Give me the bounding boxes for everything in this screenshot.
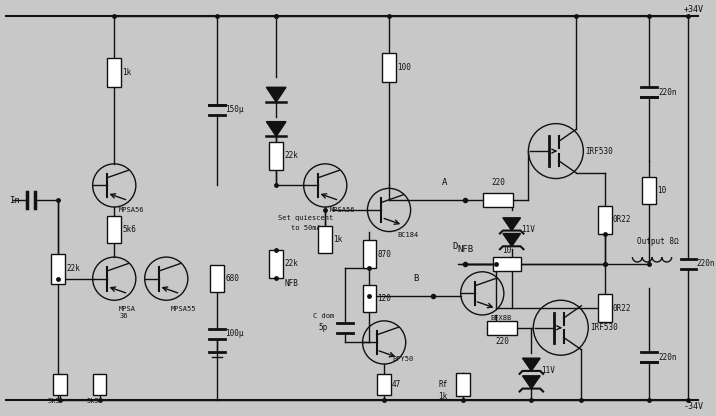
Text: D: D xyxy=(452,242,458,251)
Text: 120: 120 xyxy=(377,294,391,303)
Polygon shape xyxy=(503,233,521,246)
Text: NFB: NFB xyxy=(284,279,298,287)
Bar xyxy=(598,206,611,233)
Text: A: A xyxy=(442,178,448,187)
Bar xyxy=(487,321,517,334)
Text: Set quiescent: Set quiescent xyxy=(278,215,333,221)
Text: 0R22: 0R22 xyxy=(613,304,632,312)
Text: MPSA56: MPSA56 xyxy=(119,207,145,213)
Text: Output 8Ω: Output 8Ω xyxy=(637,237,679,246)
Text: BC184: BC184 xyxy=(397,232,418,238)
Bar xyxy=(493,257,521,271)
Polygon shape xyxy=(523,376,540,389)
Text: 10: 10 xyxy=(657,186,666,195)
Text: 10: 10 xyxy=(502,246,511,255)
Polygon shape xyxy=(503,218,521,230)
Bar xyxy=(52,254,65,284)
Bar xyxy=(483,193,513,207)
Bar xyxy=(642,177,656,204)
Text: 870: 870 xyxy=(377,250,391,259)
Text: 1k: 1k xyxy=(122,68,131,77)
Text: 220: 220 xyxy=(495,337,509,346)
Text: C dom: C dom xyxy=(313,313,334,319)
Text: 0R22: 0R22 xyxy=(613,215,632,224)
Text: 1k: 1k xyxy=(333,235,342,244)
Text: 5p: 5p xyxy=(319,323,328,332)
Bar xyxy=(377,374,391,396)
Text: B: B xyxy=(413,274,418,283)
Text: 5k6: 5k6 xyxy=(122,225,136,234)
Text: 100: 100 xyxy=(397,63,411,72)
Text: BFX8B: BFX8B xyxy=(490,315,511,321)
Text: MPSA
36: MPSA 36 xyxy=(119,306,136,319)
Text: to 50mA: to 50mA xyxy=(291,225,321,230)
Text: 220n: 220n xyxy=(659,353,677,362)
Bar xyxy=(362,285,377,312)
Bar xyxy=(362,240,377,268)
Bar xyxy=(269,250,283,277)
Text: IRF530: IRF530 xyxy=(585,146,613,156)
Text: NFB: NFB xyxy=(458,245,474,254)
Bar xyxy=(456,373,470,396)
Text: 220: 220 xyxy=(491,178,505,187)
Bar xyxy=(382,53,396,82)
Bar xyxy=(269,142,283,170)
Text: MPSA55: MPSA55 xyxy=(171,306,197,312)
Polygon shape xyxy=(266,121,286,136)
Polygon shape xyxy=(266,87,286,102)
Text: MPSA56: MPSA56 xyxy=(330,207,356,213)
Text: 22k: 22k xyxy=(66,264,80,273)
Text: 5k5: 5k5 xyxy=(87,399,99,404)
Text: 22k: 22k xyxy=(284,151,298,161)
Text: In: In xyxy=(9,196,20,205)
Bar xyxy=(211,265,224,292)
Text: 47: 47 xyxy=(392,380,401,389)
Text: 220n: 220n xyxy=(659,88,677,97)
Text: 150µ: 150µ xyxy=(225,105,243,114)
Bar xyxy=(598,295,611,322)
Text: 11V: 11V xyxy=(541,366,555,375)
Bar xyxy=(107,216,121,243)
Polygon shape xyxy=(523,358,540,371)
Bar xyxy=(107,58,121,87)
Bar xyxy=(54,374,67,396)
Text: 22k: 22k xyxy=(284,260,298,268)
Text: -34V: -34V xyxy=(684,402,703,411)
Bar xyxy=(319,225,332,253)
Text: Rf: Rf xyxy=(438,380,448,389)
Text: 680: 680 xyxy=(225,274,239,283)
Text: 11V: 11V xyxy=(521,225,536,234)
Bar xyxy=(92,374,107,396)
Text: IRF530: IRF530 xyxy=(590,323,618,332)
Text: 5k5: 5k5 xyxy=(47,399,59,404)
Text: BFY50: BFY50 xyxy=(392,356,413,362)
Text: +34V: +34V xyxy=(684,5,703,14)
Text: 220n: 220n xyxy=(696,260,715,268)
Text: 100µ: 100µ xyxy=(225,329,243,338)
Text: 1k: 1k xyxy=(438,392,448,401)
